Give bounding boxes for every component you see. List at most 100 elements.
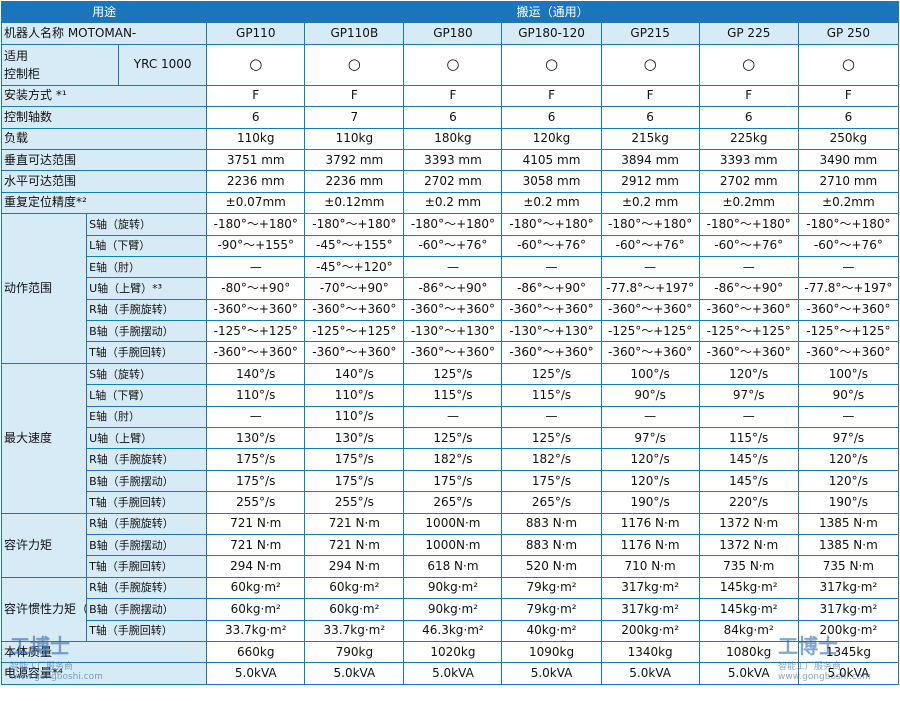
controller-name: YRC 1000 — [118, 43, 208, 86]
spec-value: 110kg — [206, 127, 306, 150]
spec-value: 1372 N·m — [698, 512, 799, 535]
spec-value: 182°/s — [501, 448, 602, 471]
spec-value: F — [698, 84, 799, 108]
spec-value: 110kg — [304, 127, 405, 150]
spec-value: -60°～+76° — [698, 234, 799, 257]
spec-value: 3393 mm — [698, 148, 799, 172]
spec-row: E轴（肘） — -45°～+120° — — — — — — [2, 255, 900, 279]
spec-label: 重复定位精度*² — [0, 191, 208, 215]
spec-value: 5.0kVA — [403, 662, 503, 685]
axis-label: T轴（手腕回转） — [86, 491, 208, 514]
spec-value: 120°/s — [698, 362, 799, 386]
spec-value: 110°/s — [304, 384, 405, 407]
spec-value: 1372 N·m — [698, 533, 799, 557]
spec-value: 5.0kVA — [797, 662, 900, 685]
spec-value: 140°/s — [304, 362, 405, 386]
axis-label: T轴（手腕回转） — [86, 555, 208, 578]
spec-value: 735 N·m — [698, 555, 799, 578]
axis-label: R轴（手腕旋转） — [86, 298, 208, 322]
spec-row: T轴（手腕回转） 294 N·m 294 N·m 618 N·m 520 N·m 710 … — [2, 555, 900, 578]
model-label: 机器人名称 MOTOMAN- — [0, 22, 208, 45]
spec-value: 2702 mm — [698, 170, 799, 193]
spec-value: 175°/s — [304, 448, 405, 471]
spec-row: L轴（下臂） -90°～+155° -45°～+155° -60°～+76° -60°～… — [2, 234, 900, 257]
axis-label: S轴（旋转） — [86, 362, 208, 386]
axis-label: R轴（手腕旋转） — [86, 448, 208, 471]
spec-value: 90°/s — [600, 384, 700, 407]
header-row: 用途 搬运（通用） — [0, 0, 899, 24]
category-header: 搬运（通用） — [206, 0, 899, 24]
spec-value: 200kg·m² — [600, 619, 700, 642]
spec-value: — — [797, 405, 900, 429]
spec-value: 2702 mm — [403, 170, 503, 193]
spec-row: 最大速度 S轴（旋转） 140°/s 140°/s 125°/s 125°/s 100°/s… — [0, 362, 900, 514]
spec-row: E轴（肘） —110°/s — — — — — — [2, 405, 900, 429]
controller-support-mark: ○ — [797, 43, 900, 86]
axis-label: U轴（上臂）*³ — [86, 277, 208, 300]
spec-value: 1345kg — [797, 640, 900, 664]
model-name: GP110 — [206, 22, 306, 45]
spec-value: F — [403, 84, 503, 108]
spec-row: T轴（手腕回转） -360°～+360° -360°～+360° -360°～+360… — [2, 341, 900, 364]
spec-value: 1000N·m — [403, 533, 503, 557]
spec-row: L轴（下臂） 110°/s 110°/s 115°/s 115°/s 90°/s 97°/s… — [2, 384, 900, 407]
spec-value: -180°～+180° — [501, 213, 602, 236]
spec-value: 790kg — [304, 640, 405, 664]
spec-value: 3751 mm — [206, 148, 306, 172]
spec-value: 1000N·m — [403, 512, 503, 535]
spec-value: 721 N·m — [304, 512, 405, 535]
spec-value: 1020kg — [403, 640, 503, 664]
spec-label: 负载 — [0, 127, 208, 150]
model-name: GP215 — [600, 22, 700, 45]
spec-value: -125°～+125° — [206, 320, 306, 343]
spec-value: 6 — [797, 106, 900, 129]
spec-value: 317kg·m² — [600, 576, 700, 600]
spec-value: 90°/s — [797, 384, 900, 407]
spec-value: -360°～+360° — [403, 298, 503, 322]
spec-value: 97°/s — [698, 384, 799, 407]
spec-value: 60kg·m² — [206, 598, 306, 621]
spec-value: -80°～+90° — [206, 277, 306, 300]
model-name: GP180-120 — [501, 22, 602, 45]
model-name: GP180 — [403, 22, 503, 45]
spec-value: -45°～+120° — [304, 255, 405, 279]
spec-value: -60°～+76° — [600, 234, 700, 257]
spec-value: ±0.2mm — [698, 191, 799, 215]
axis-label: T轴（手腕回转） — [86, 619, 208, 642]
spec-value: 1385 N·m — [797, 533, 900, 557]
axis-label: U轴（上臂） — [86, 427, 208, 450]
spec-value: -125°～+125° — [304, 320, 405, 343]
model-name: GP110B — [304, 22, 405, 45]
spec-value: 6 — [698, 106, 799, 129]
spec-value: 5.0kVA — [501, 662, 602, 685]
spec-row: T轴（手腕回转） 33.7kg·m² 33.7kg·m² 46.3kg·m² 40kg·… — [2, 619, 900, 642]
spec-row: 容许惯性力矩（GD²/4）R轴（手腕旋转）60kg·m²60kg·m²90kg·… — [0, 576, 900, 642]
spec-value: 40kg·m² — [501, 619, 602, 642]
spec-value: 1090kg — [501, 640, 602, 664]
spec-row: T轴（手腕回转） 255°/s 255°/s 265°/s 265°/s 190°/s 22… — [2, 491, 900, 514]
spec-value: 250kg — [797, 127, 900, 150]
spec-table-body: 用途 搬运（通用） 机器人名称 MOTOMAN- GP110 GP110B GP18… — [0, 0, 900, 685]
spec-value: -180°～+180° — [403, 213, 503, 236]
spec-value: 120°/s — [797, 448, 900, 471]
spec-value: F — [206, 84, 306, 108]
spec-value: -360°～+360° — [304, 341, 405, 364]
axis-label: B轴（手腕摆动） — [86, 469, 208, 493]
spec-value: 33.7kg·m² — [304, 619, 405, 642]
spec-value: 84kg·m² — [698, 619, 799, 642]
spec-value: 294 N·m — [206, 555, 306, 578]
spec-row: U轴（上臂）*³ -80°～+90° -70°～+90° -86°～+90° -86°～… — [2, 277, 900, 300]
spec-value: -360°～+360° — [403, 341, 503, 364]
spec-value: -360°～+360° — [797, 298, 900, 322]
spec-value: 735 N·m — [797, 555, 900, 578]
spec-row: 容许力矩 R轴（手腕旋转） 721 N·m 721 N·m 1000N·m 883 N·m… — [0, 512, 900, 578]
spec-value: ±0.12mm — [304, 191, 405, 215]
spec-value: 125°/s — [403, 362, 503, 386]
spec-row: 安装方式 *¹ F F F F F F F — [0, 84, 900, 108]
spec-value: -180°～+180° — [600, 213, 700, 236]
spec-label: 本体质量 — [0, 640, 208, 664]
spec-value: 90kg·m² — [403, 598, 503, 621]
spec-value: -86°～+90° — [403, 277, 503, 300]
spec-value: 317kg·m² — [600, 598, 700, 621]
spec-row: 垂直可达范围 3751 mm 3792 mm 3393 mm 4105 mm 3894 m… — [0, 148, 900, 172]
